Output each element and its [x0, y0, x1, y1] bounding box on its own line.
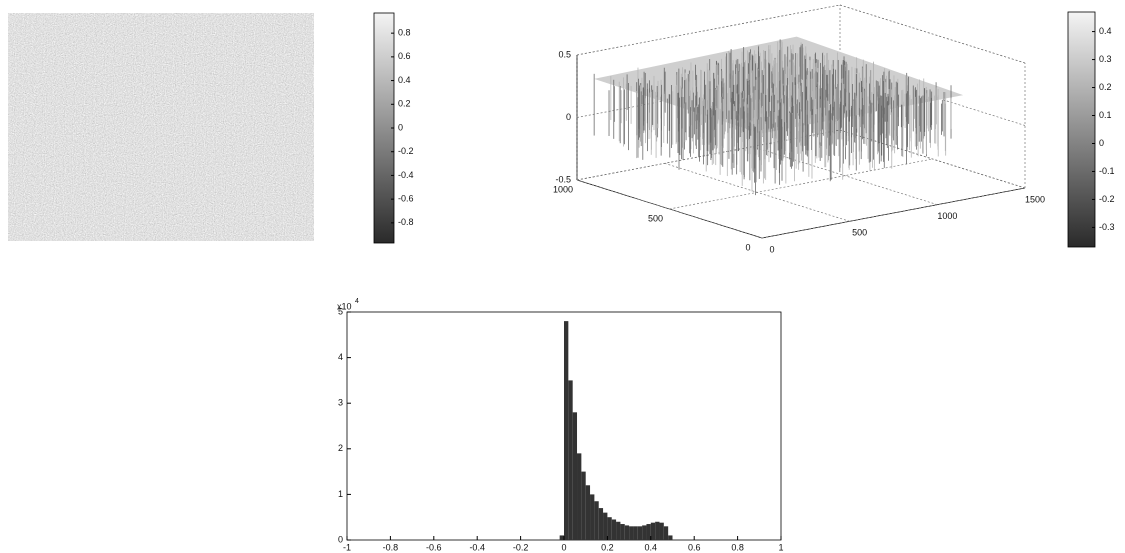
x-tick-label: 1	[778, 542, 783, 552]
colorbar-tick-label: -0.4	[398, 170, 414, 180]
y-tick-label: 0	[338, 534, 343, 544]
y-tick-label: 3	[338, 398, 343, 408]
histogram-bar	[590, 494, 595, 540]
histogram-bar	[655, 521, 660, 540]
histogram-bar	[603, 512, 608, 540]
z-tick-label: 0.5	[558, 49, 571, 59]
colorbar-tick-label: -0.2	[1099, 194, 1115, 204]
x-tick-label: 0	[769, 244, 774, 254]
histogram-bar	[559, 535, 564, 540]
colorbar-tick-label: 0.6	[398, 51, 411, 61]
colorbar-tick-label: -0.2	[398, 146, 414, 156]
histogram-bar	[650, 522, 656, 540]
histogram-bar	[577, 453, 582, 540]
histogram-bar	[616, 521, 621, 540]
histogram-bar	[620, 524, 625, 540]
x-tick-label: 0	[561, 542, 566, 552]
x-tick-label: -0.4	[469, 542, 485, 552]
grid-line	[761, 187, 1026, 239]
colorbar-tick-label: 0.2	[1099, 82, 1112, 92]
x-tick-label: 0.8	[731, 542, 744, 552]
colorbar-tick-label: 0.1	[1099, 110, 1112, 120]
y-tick-label: 4	[338, 352, 343, 362]
y-tick-label: 5	[338, 306, 343, 316]
x-tick-label: -0.2	[513, 542, 529, 552]
x-tick-label: -1	[343, 542, 351, 552]
histogram-bar	[581, 471, 586, 540]
grid-line	[669, 158, 933, 210]
y-tick-label: 0	[745, 242, 750, 252]
histogram-bar	[598, 508, 604, 540]
histogram-bar	[611, 519, 617, 540]
histogram-bar	[663, 526, 669, 540]
image	[8, 13, 314, 241]
histogram-bar	[607, 517, 612, 540]
histogram-bar	[594, 501, 599, 540]
grid-line	[576, 4, 841, 56]
x-tick-label: 1500	[1025, 194, 1045, 204]
histogram-bar	[659, 522, 664, 540]
colorbar-tick-label: 0.3	[1099, 54, 1112, 64]
x-tick-label: 0.6	[688, 542, 701, 552]
histogram-bar	[564, 321, 569, 540]
histogram-bar	[637, 526, 643, 540]
x-tick-label: -0.8	[383, 542, 399, 552]
z-tick-label: 0	[566, 112, 571, 122]
histogram-bar	[624, 525, 630, 540]
histogram-bar	[633, 526, 638, 540]
colorbar-tick-label: 0.4	[1099, 26, 1112, 36]
y-tick-label: 1	[338, 489, 343, 499]
colorbar-tick-label: 0.4	[398, 75, 411, 85]
histogram-bar	[642, 525, 647, 540]
surface	[593, 36, 964, 196]
y-tick-label: 500	[648, 213, 663, 223]
y-tick-label: 1000	[553, 184, 573, 194]
x-tick-label: -0.6	[426, 542, 442, 552]
histogram-bar	[646, 524, 651, 540]
colorbar	[1067, 11, 1096, 248]
x-tick-label: 0.4	[645, 542, 658, 552]
y-multiplier-exponent: 4	[355, 298, 359, 305]
colorbar-tick-label: 0	[1099, 138, 1104, 148]
grid-line	[839, 4, 1026, 64]
x-tick-label: 1000	[937, 211, 957, 221]
colorbar-tick-label: 0.8	[398, 28, 411, 38]
x-tick-label: 500	[852, 228, 867, 238]
colorbar-tick-label: 0.2	[398, 99, 411, 109]
colorbar-tick-label: -0.3	[1099, 222, 1115, 232]
colorbar-tick-label: -0.1	[1099, 166, 1115, 176]
grid-line	[576, 129, 841, 181]
y-multiplier: x10	[337, 301, 352, 311]
colorbar-tick-label: -0.8	[398, 217, 414, 227]
histogram-bar	[585, 485, 591, 540]
x-tick-label: 0.2	[601, 542, 614, 552]
z-tick-label: -0.5	[555, 174, 571, 184]
histogram-bar	[629, 526, 634, 540]
colorbar-tick-label: 0	[398, 122, 403, 132]
histogram-bar	[572, 412, 578, 540]
histogram-bar	[568, 380, 573, 540]
histogram-bar	[668, 535, 673, 540]
y-tick-label: 2	[338, 443, 343, 453]
colorbar-tick-label: -0.6	[398, 194, 414, 204]
